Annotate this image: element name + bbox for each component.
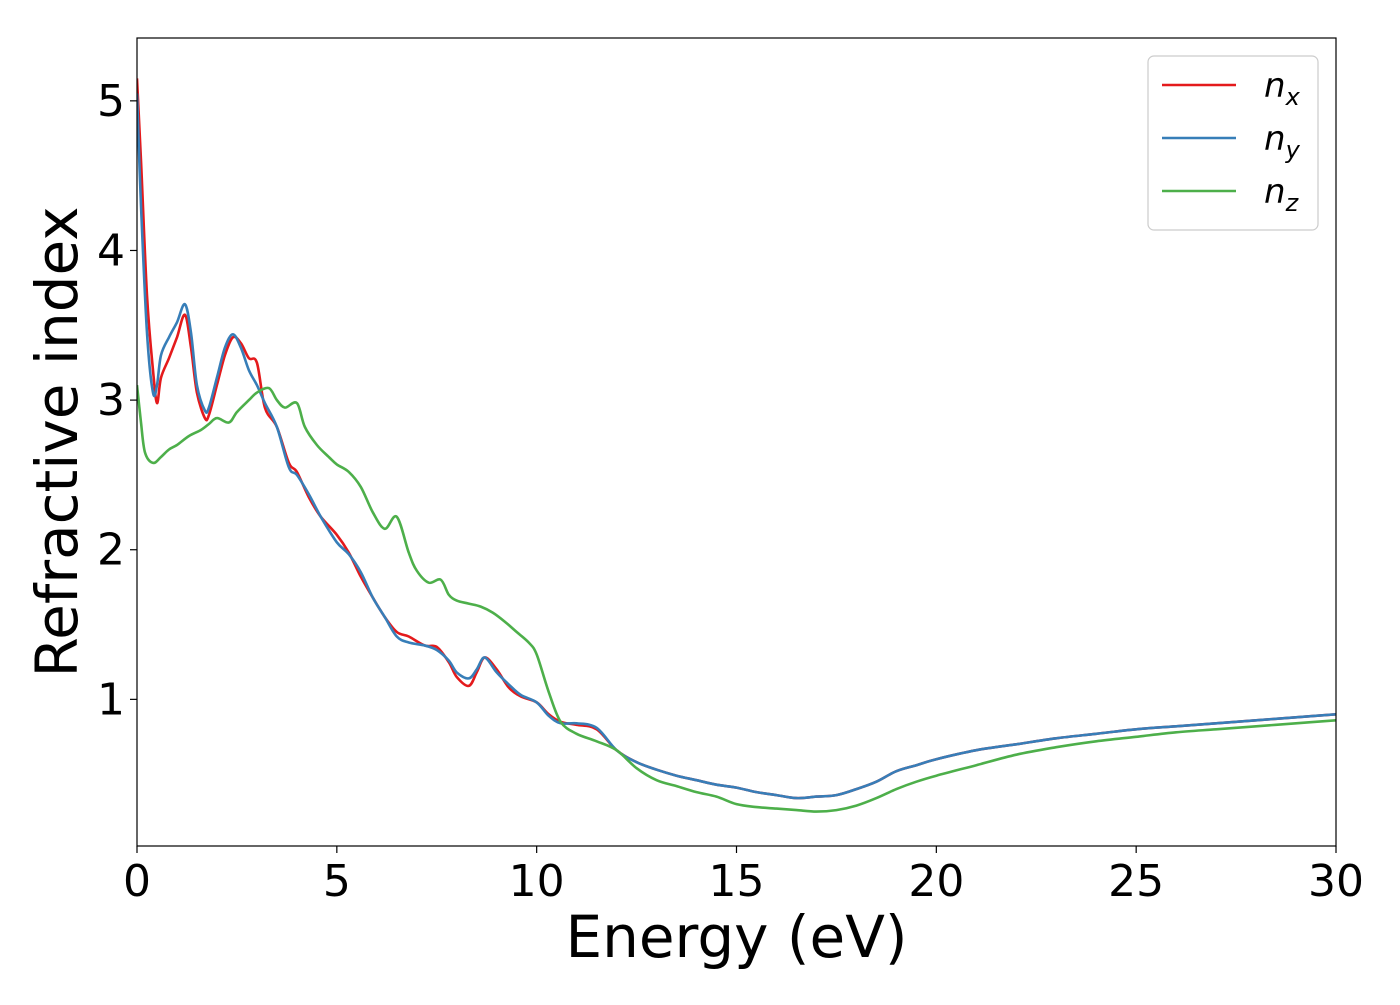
legend-label-subscript: x [1285, 83, 1301, 111]
legend-box [1147, 55, 1319, 231]
x-tick-label: 5 [323, 856, 351, 907]
legend-label-subscript: y [1285, 136, 1301, 164]
y-tick-label: 3 [97, 375, 125, 426]
x-tick-label: 10 [509, 856, 565, 907]
x-tick-label: 0 [123, 856, 151, 907]
series-layer [137, 78, 1336, 813]
y-tick-label: 2 [97, 525, 125, 576]
legend-label-subscript: z [1285, 189, 1300, 217]
legend-label-main: n [1264, 119, 1286, 159]
legend-label-main: n [1264, 172, 1286, 212]
x-axis: 0 5 10 15 20 25 30 [123, 846, 1364, 907]
series-line-ny [137, 93, 1336, 800]
y-axis: 1 2 3 4 5 [97, 76, 137, 725]
x-tick-label: 20 [908, 856, 964, 907]
x-tick-label: 15 [709, 856, 765, 907]
x-tick-label: 30 [1308, 856, 1364, 907]
y-axis-label: Refractive index [23, 206, 91, 677]
y-tick-label: 1 [97, 674, 125, 725]
legend-label-ny: ny [1264, 119, 1301, 164]
y-tick-label: 4 [97, 225, 125, 276]
x-axis-label: Energy (eV) [565, 903, 907, 971]
x-tick-label: 25 [1108, 856, 1164, 907]
legend-label-nz: nz [1264, 172, 1300, 217]
legend-label-main: n [1264, 66, 1286, 106]
legend-label-nx: nx [1264, 66, 1301, 111]
y-tick-label: 5 [97, 76, 125, 127]
series-line-nz [137, 384, 1336, 813]
